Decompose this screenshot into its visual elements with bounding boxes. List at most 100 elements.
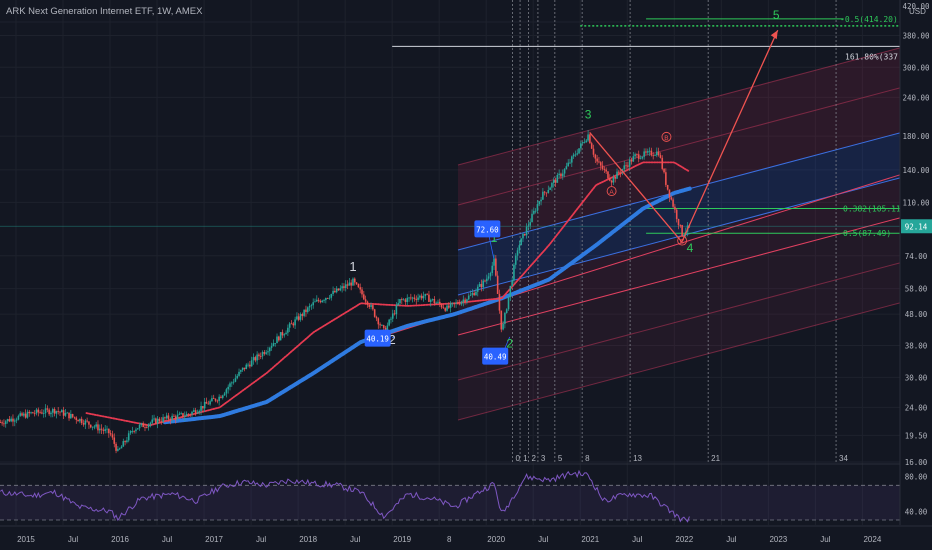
price-label-text: 72.60 xyxy=(476,225,499,234)
candle-body xyxy=(268,347,271,352)
candle-body xyxy=(630,159,633,162)
candle-body xyxy=(594,154,597,159)
time-tick-label: 2018 xyxy=(299,535,317,544)
candle-body xyxy=(185,413,188,417)
price-tick-label: 74.00 xyxy=(905,252,928,261)
time-axis[interactable]: 2015 Jul 2016 Jul 2017 Jul 2018 Jul 2019 8 2020 Jul… xyxy=(0,525,932,544)
candle-body xyxy=(321,300,324,303)
candle-body xyxy=(223,393,226,396)
candle-body xyxy=(531,213,533,223)
candle-body xyxy=(232,381,235,383)
candle-body xyxy=(569,162,571,164)
candle-body xyxy=(473,293,475,296)
candle-body xyxy=(245,364,248,370)
candle-body xyxy=(399,299,401,304)
candle-body xyxy=(496,275,499,294)
candle-body xyxy=(100,428,103,430)
candle-body xyxy=(650,150,653,156)
time-tick-label: Jul xyxy=(820,535,830,544)
candle-body xyxy=(599,162,602,166)
candle-body xyxy=(332,290,334,295)
fib-retracement-label: 0.5(87.49) xyxy=(843,229,891,238)
candle-body xyxy=(357,284,360,288)
candle-body xyxy=(218,396,220,401)
candle-body xyxy=(372,305,374,310)
candle-body xyxy=(518,245,521,251)
candle-body xyxy=(108,428,110,434)
candle-body xyxy=(234,378,237,382)
candle-body xyxy=(93,426,96,428)
candle-body xyxy=(220,396,222,398)
price-tick-label: 380.00 xyxy=(902,31,930,40)
candle-body xyxy=(495,258,497,276)
candle-body xyxy=(652,155,654,157)
price-label-box xyxy=(474,220,501,238)
candle-body xyxy=(458,303,461,305)
candle-body xyxy=(236,375,239,379)
candle-body xyxy=(288,323,291,328)
candle-body xyxy=(527,225,530,227)
candle-body xyxy=(672,199,674,207)
rsi-pane[interactable] xyxy=(0,469,900,523)
time-tick-label: Jul xyxy=(162,535,172,544)
candle-body xyxy=(363,294,365,300)
candle-body xyxy=(563,169,566,174)
candle-body xyxy=(252,357,255,361)
candle-body xyxy=(589,134,591,144)
candle-body xyxy=(487,276,490,279)
candle-body xyxy=(334,290,336,293)
candle-body xyxy=(337,288,340,291)
candle-body xyxy=(37,409,40,413)
candle-body xyxy=(542,191,544,200)
fib-level-label: -0.5(414.20) xyxy=(840,15,898,24)
candle-body xyxy=(476,286,479,292)
candle-body xyxy=(377,318,380,325)
candle-body xyxy=(314,301,316,303)
candle-body xyxy=(683,234,685,237)
price-axis[interactable]: 420.00 380.00 300.00 240.00 180.00 140.00 110.… xyxy=(899,0,932,550)
channel-line xyxy=(457,302,901,421)
candle-body xyxy=(361,289,363,295)
price-tick-label: 140.00 xyxy=(902,166,930,175)
price-label-box xyxy=(482,347,509,365)
candle-body xyxy=(538,201,541,205)
wave-label-red: B xyxy=(664,135,668,142)
candle-body xyxy=(545,192,548,194)
candle-body xyxy=(419,295,421,298)
candle-body xyxy=(608,178,611,181)
candle-body xyxy=(162,417,164,422)
candle-body xyxy=(330,294,333,298)
candle-body xyxy=(146,427,148,428)
rsi-tick-label: 40.00 xyxy=(905,507,928,516)
channel-band xyxy=(457,132,900,295)
wave-labels: 1 2 1 2 3 4 5 A B C 72.60 40.19 40.49 xyxy=(349,8,780,365)
candle-body xyxy=(525,226,528,236)
candle-body xyxy=(507,296,510,310)
wave-label-red: A xyxy=(609,189,614,196)
candle-body xyxy=(352,278,354,286)
candle-body xyxy=(339,288,342,291)
candle-body xyxy=(160,421,163,423)
candle-body xyxy=(75,417,78,420)
candle-body xyxy=(554,180,557,183)
candle-body xyxy=(632,156,635,162)
candle-body xyxy=(89,424,92,428)
channel-band xyxy=(457,87,900,250)
candle-body xyxy=(581,142,584,144)
candle-body xyxy=(46,408,49,410)
candle-body xyxy=(71,413,74,417)
candle-body xyxy=(364,299,367,302)
candle-body xyxy=(249,364,251,367)
candle-body xyxy=(1,422,3,424)
candle-body xyxy=(70,413,72,419)
candle-body xyxy=(176,414,179,420)
price-candles[interactable] xyxy=(0,129,691,454)
candle-body xyxy=(196,412,199,414)
channel-line xyxy=(457,87,901,206)
candle-body xyxy=(426,293,428,295)
fib-time-label: 1 xyxy=(523,454,528,463)
candle-body xyxy=(489,272,492,277)
candle-body xyxy=(547,189,550,193)
candle-body xyxy=(493,258,495,266)
